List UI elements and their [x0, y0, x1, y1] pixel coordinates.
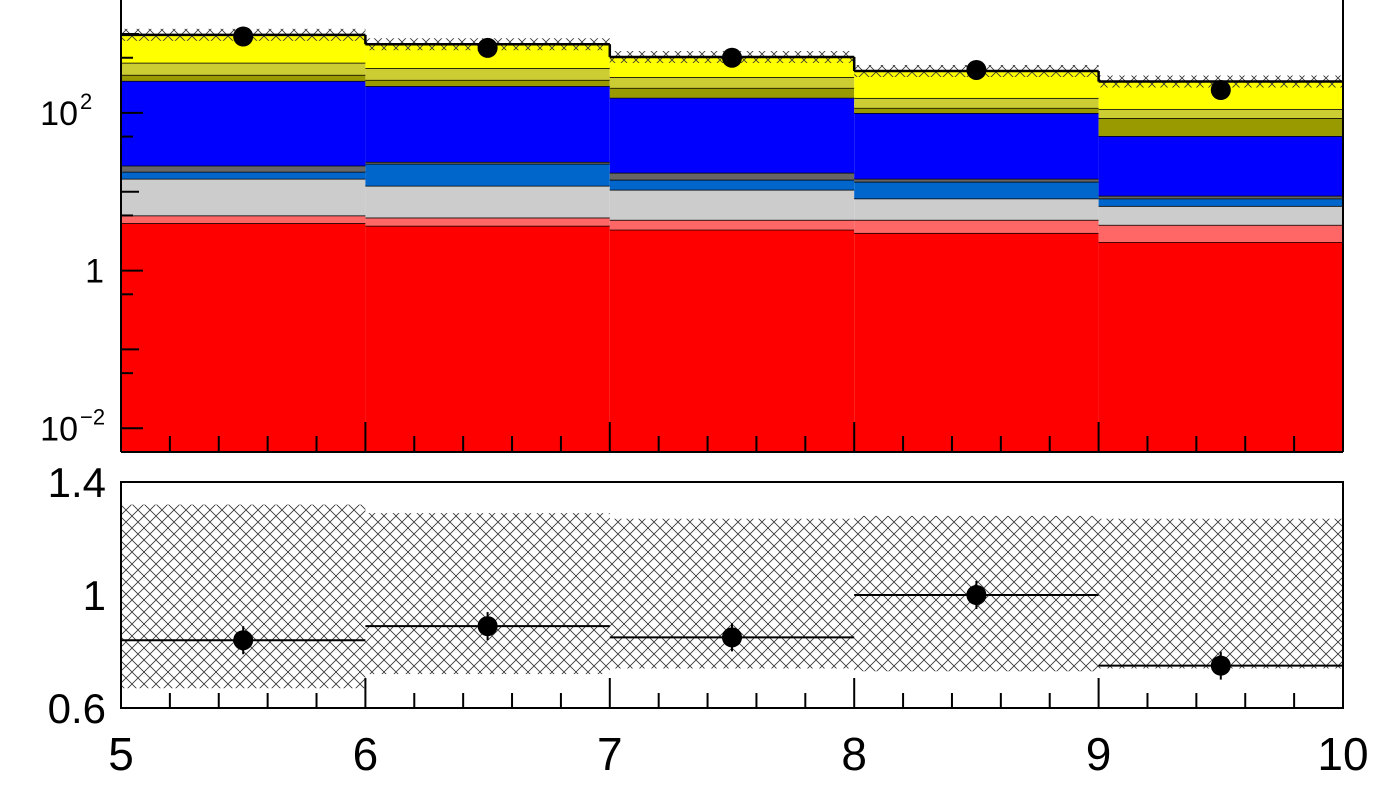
stack-bar-1-0	[121, 215, 366, 224]
stack-bar-2-1	[365, 185, 610, 218]
x-tick-label: 6	[353, 728, 379, 780]
stack-bar-4-0	[121, 165, 366, 172]
x-tick-label: 8	[841, 728, 867, 780]
x-tick-label: 5	[108, 728, 134, 780]
stack-bar-7-1	[365, 68, 610, 80]
data-point	[722, 47, 742, 68]
stack-bar-6-4	[1098, 118, 1343, 136]
data-point	[477, 37, 498, 58]
uncertainty-band	[1098, 518, 1343, 669]
stack-bar-2-3	[854, 198, 1099, 220]
data-point	[1210, 79, 1231, 100]
stack-bar-1-1	[365, 217, 610, 226]
stack-bar-3-3	[854, 181, 1099, 199]
stack-bar-2-2	[609, 189, 855, 220]
y-tick-label: 10	[40, 410, 78, 448]
stack-bar-5-1	[365, 86, 610, 162]
stack-bar-6-2	[609, 87, 855, 98]
y-tick-label-exponent: 2	[80, 89, 92, 114]
stack-bar-2-0	[121, 178, 366, 216]
y-tick-label-exponent: −2	[80, 404, 105, 429]
data-point	[233, 26, 254, 47]
stack-bar-0-1	[365, 225, 610, 452]
uncertainty-band	[365, 513, 610, 675]
stack-bar-4-1	[365, 161, 610, 164]
ratio-point	[1210, 655, 1231, 676]
y-tick-label: 1	[85, 253, 104, 291]
y-tick-label: 10	[40, 95, 78, 133]
stack-bar-0-4	[1098, 242, 1343, 452]
stack-bar-0-2	[609, 229, 855, 452]
stack-bar-1-2	[609, 219, 855, 230]
stack-bar-5-0	[121, 80, 366, 166]
stack-bar-6-3	[854, 107, 1099, 114]
stack-bar-7-4	[1098, 109, 1343, 119]
y-tick-label: 1.4	[48, 459, 106, 506]
x-tick-label: 9	[1086, 728, 1112, 780]
ratio-frame	[120, 481, 1344, 709]
ratio-panel: 5 6 7 8 9 10 1.4 1 0.6	[48, 459, 1369, 780]
stack-bar-4-4	[1098, 195, 1343, 199]
stack-bar-5-3	[854, 113, 1099, 179]
x-tick-label: 7	[597, 728, 623, 780]
y-tick-label: 1	[83, 572, 106, 619]
stack-bar-6-1	[365, 79, 610, 87]
stack-bar-1-3	[854, 219, 1099, 233]
stack-bar-4-3	[854, 178, 1099, 182]
stack-bar-2-4	[1098, 205, 1343, 225]
stack-bar-0-0	[121, 223, 366, 452]
stack-bar-5-4	[1098, 135, 1343, 196]
stack-bar-1-4	[1098, 224, 1343, 243]
ratio-point	[233, 630, 254, 651]
stack-bar-3-0	[121, 171, 366, 179]
stack-bar-5-2	[609, 97, 855, 173]
ratio-point	[966, 585, 987, 605]
stack-bar-3-4	[1098, 198, 1343, 206]
stack-bar-3-1	[365, 163, 610, 186]
x-tick-label: 10	[1317, 728, 1368, 780]
data-point	[966, 59, 987, 80]
stack-bar-0-3	[854, 232, 1099, 452]
stack-bar-7-3	[854, 97, 1099, 108]
uncertainty-band	[121, 504, 366, 689]
stack-bar-6-0	[121, 74, 366, 81]
y-tick-label: 0.6	[48, 685, 106, 732]
stack-bar-3-2	[609, 179, 855, 190]
stack-bar-7-0	[121, 62, 366, 75]
stack-bar-4-2	[609, 172, 855, 180]
ratio-point	[477, 616, 498, 637]
stack-bar-7-2	[609, 77, 855, 88]
ratio-point	[722, 627, 742, 648]
